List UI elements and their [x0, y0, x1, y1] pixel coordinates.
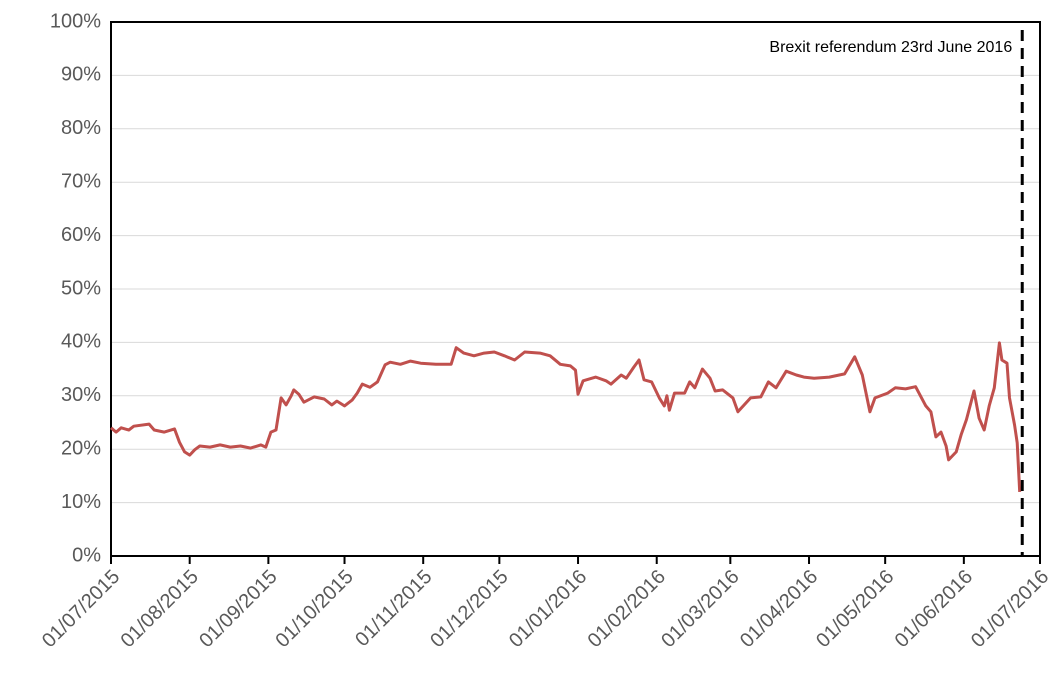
- y-tick-label: 40%: [61, 331, 101, 353]
- y-tick-label: 80%: [61, 117, 101, 139]
- y-tick-label: 90%: [61, 64, 101, 86]
- y-tick-label: 50%: [61, 277, 101, 299]
- x-tick-label: 01/07/2016: [967, 566, 1048, 652]
- x-tick-label: 01/02/2016: [584, 566, 670, 652]
- y-tick-label: 100%: [50, 10, 101, 32]
- y-tick-label: 20%: [61, 437, 101, 459]
- y-tick-label: 30%: [61, 384, 101, 406]
- plot-frame: [110, 21, 1041, 557]
- x-tick-label: 01/05/2016: [812, 566, 898, 652]
- y-tick-label: 70%: [61, 170, 101, 192]
- y-tick-label: 10%: [61, 491, 101, 513]
- x-tick-label: 01/03/2016: [657, 566, 743, 652]
- x-tick-label: 01/06/2016: [891, 566, 977, 652]
- y-tick-label: 0%: [72, 544, 101, 566]
- x-tick-label: 01/01/2016: [505, 566, 591, 652]
- x-tick-label: 01/07/2015: [38, 566, 124, 652]
- x-tick-label: 01/09/2015: [195, 566, 281, 652]
- x-tick-label: 01/12/2015: [426, 566, 512, 652]
- annotation: Brexit referendum 23rd June 2016: [769, 39, 1012, 56]
- data-line: [110, 341, 1022, 492]
- y-tick-label: 60%: [61, 224, 101, 246]
- x-tick-label: 01/08/2015: [117, 566, 203, 652]
- x-tick-label: 01/11/2015: [351, 566, 436, 651]
- x-tick-label: 01/10/2015: [271, 566, 357, 652]
- x-tick-label: 01/04/2016: [736, 566, 822, 652]
